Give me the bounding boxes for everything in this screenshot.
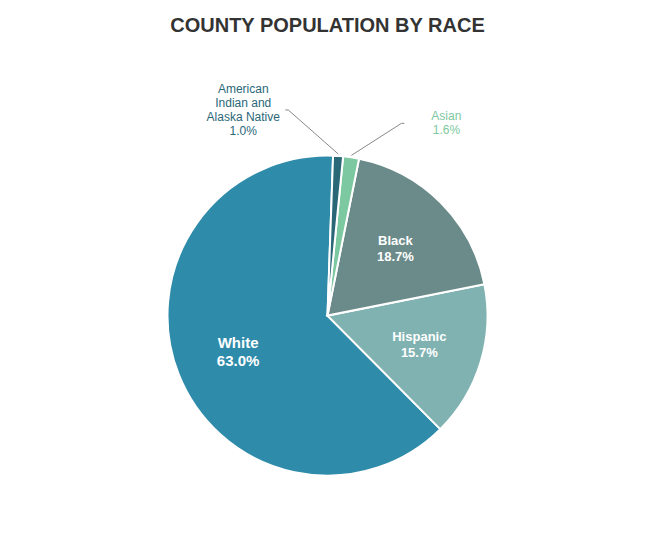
svg-text:White63.0%: White63.0% (217, 334, 260, 369)
svg-text:Asian1.6%: Asian1.6% (431, 109, 461, 137)
html-text:COUNTY POPULATION BY RACE: COUNTY POPULATION BY RACE (170, 14, 485, 36)
svg-text:Hispanic15.7%: Hispanic15.7% (392, 329, 446, 360)
svg-text:AmericanIndian andAlaska Nativ: AmericanIndian andAlaska Native1.0% (207, 82, 281, 138)
svg-text:Black18.7%: Black18.7% (377, 233, 414, 264)
